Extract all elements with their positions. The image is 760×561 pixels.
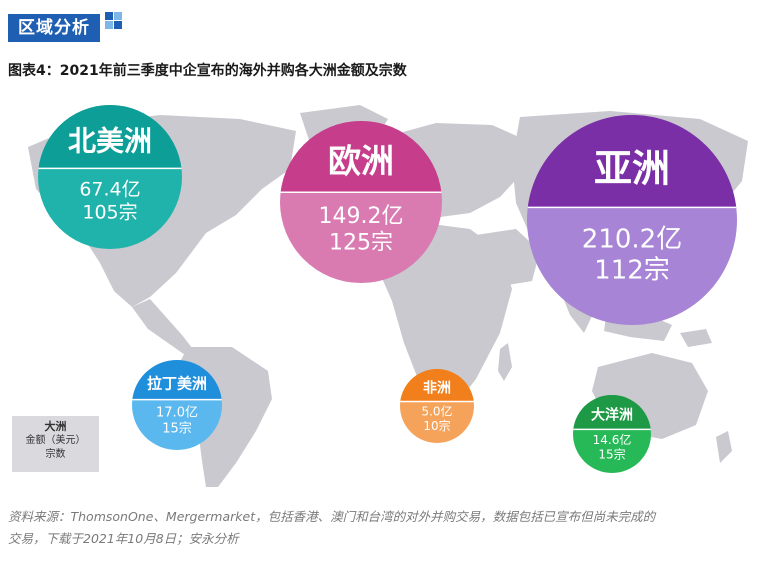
bubble-oceania-deals: 15宗 [598,447,625,462]
bubble-africa-amount: 5.0亿 [421,404,452,419]
source-line-1: 资料来源：ThomsonOne、Mergermarket，包括香港、澳门和台湾的… [8,509,656,524]
bubble-north-america-amount: 67.4亿 [79,179,140,201]
bubble-europe-name: 欧洲 [328,141,394,180]
bubble-north-america-name: 北美洲 [68,125,152,158]
legend-deals-label: 宗数 [45,449,66,460]
bubble-europe-amount: 149.2亿 [319,204,404,229]
source-note: 资料来源：ThomsonOne、Mergermarket，包括香港、澳门和台湾的… [8,506,753,550]
legend-box: 大洲 金额（美元） 宗数 [12,416,99,472]
bubble-oceania-amount: 14.6亿 [593,432,632,447]
bubble-asia-name: 亚洲 [594,147,670,191]
figure-title: 图表4：2021年前三季度中企宣布的海外并购各大洲金额及宗数 [8,63,407,79]
bubble-europe-deals: 125宗 [329,230,393,255]
bubble-latin-america-amount: 17.0亿 [156,406,198,421]
section-badge: 区域分析 [8,14,100,42]
bubble-latin-america-name: 拉丁美洲 [147,375,207,393]
legend-title: 大洲 [44,420,67,433]
bubble-asia-amount: 210.2亿 [582,224,682,254]
bubble-africa-name: 非洲 [423,379,451,396]
bubble-africa-deals: 10宗 [423,418,450,433]
bubble-asia-deals: 112宗 [594,256,670,286]
bubble-latin-america-deals: 15宗 [162,420,192,436]
bubble-oceania-name: 大洋洲 [591,407,633,424]
decor-squares-icon [105,12,123,30]
bubble-north-america-deals: 105宗 [82,202,137,224]
legend-amount-label: 金额（美元） [25,435,86,446]
source-line-2: 交易，下载于2021年10月8日；安永分析 [8,531,239,546]
